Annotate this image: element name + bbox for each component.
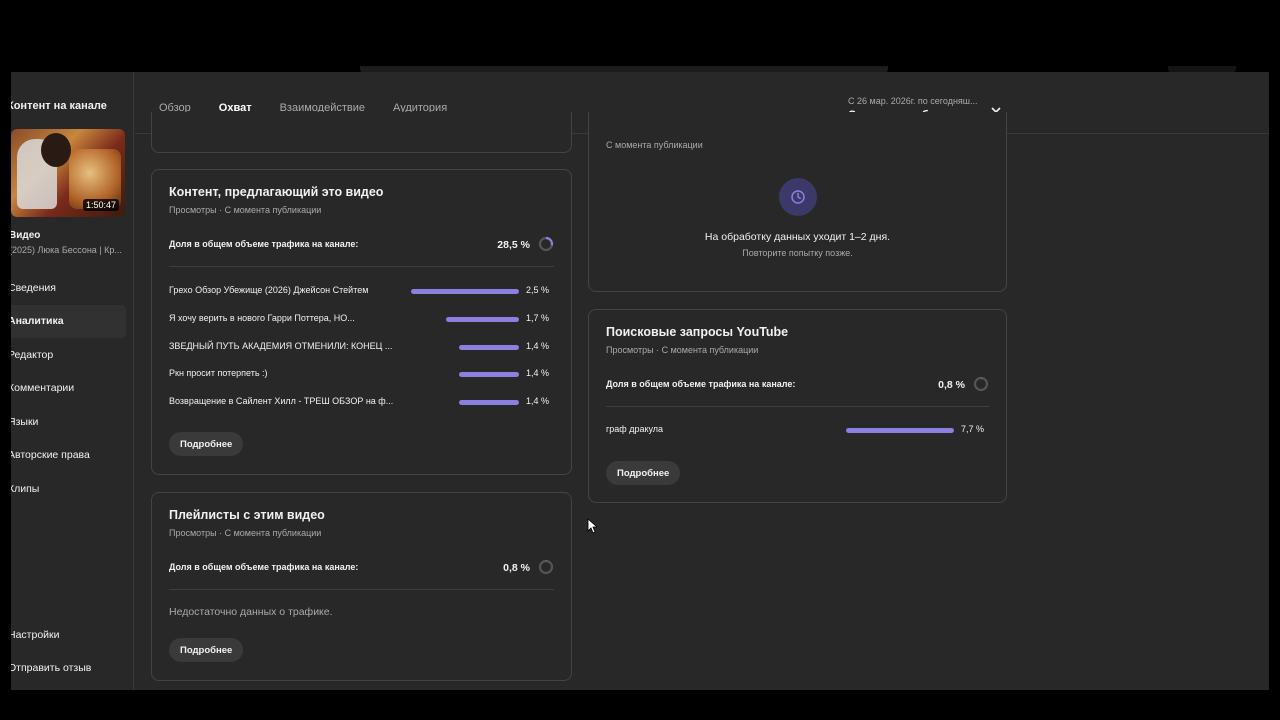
list-item-bar xyxy=(459,344,519,350)
clock-icon xyxy=(791,190,805,204)
sidebar-item-languages[interactable]: Языки xyxy=(11,415,39,428)
list-item-label: Возвращение в Сайлент Хилл - ТРЕШ ОБЗОР … xyxy=(169,396,394,407)
video-thumbnail[interactable]: 1:50:47 xyxy=(11,129,125,217)
sidebar-bottom-nav: Настройки Отправить отзыв xyxy=(11,618,126,685)
list-item-bar xyxy=(459,400,519,406)
tab-engagement[interactable]: Взаимодействие xyxy=(279,102,365,114)
sidebar-title: Контент на канале xyxy=(11,100,107,112)
list-item-value: 1,4 % xyxy=(525,368,549,379)
processing-card: С момента публикации На обработку данных… xyxy=(588,112,1007,292)
ring-fill xyxy=(538,236,554,252)
more-button[interactable]: Подробнее xyxy=(606,461,681,485)
playlists-card: Плейлисты с этим видео Просмотры · С мом… xyxy=(151,492,572,681)
list-item-bar xyxy=(411,289,519,294)
sidebar-item-settings[interactable]: Настройки xyxy=(11,628,60,641)
list-item[interactable]: Ркн просит потерпеть :) 1,4 % xyxy=(169,367,549,383)
list-item-bar xyxy=(459,372,519,378)
more-button[interactable]: Подробнее xyxy=(169,638,244,662)
clock-badge xyxy=(779,178,817,216)
traffic-share-row: Доля в общем объеме трафика на канале: 0… xyxy=(169,559,554,579)
search-bar-stub[interactable] xyxy=(360,66,888,76)
card-title: Поисковые запросы YouTube xyxy=(606,325,789,339)
sidebar-item-editor[interactable]: Редактор xyxy=(11,348,54,361)
sidebar-nav: Сведения Аналитика Редактор Комментарии … xyxy=(11,271,126,506)
divider xyxy=(169,589,554,590)
ring-fill xyxy=(973,376,989,392)
list-item-label: Ркн просит потерпеть :) xyxy=(169,368,268,379)
list-item-label: Я хочу верить в нового Гарри Поттера, НО… xyxy=(169,312,355,323)
list-item[interactable]: ЗВЕДНЫЙ ПУТЬ АКАДЕМИЯ ОТМЕНИЛИ: КОНЕЦ ..… xyxy=(169,340,549,356)
card-subtitle: С момента публикации xyxy=(606,140,703,150)
list-item[interactable]: Грехо Обзор Убежище (2026) Джейсон Стейт… xyxy=(169,284,549,300)
list-item-label: ЗВЕДНЫЙ ПУТЬ АКАДЕМИЯ ОТМЕНИЛИ: КОНЕЦ ..… xyxy=(169,340,393,351)
tab-audience[interactable]: Аудитория xyxy=(392,102,448,114)
list-item[interactable]: Возвращение в Сайлент Хилл - ТРЕШ ОБЗОР … xyxy=(169,395,549,411)
sidebar: Контент на канале 1:50:47 Видео (2025) Л… xyxy=(11,72,134,690)
traffic-share-row: Доля в общем объеме трафика на канале: 2… xyxy=(169,236,554,256)
tab-bar: Обзор Охват Взаимодействие Аудитория xyxy=(159,102,475,124)
traffic-share-value: 0,8 % xyxy=(503,562,530,574)
card-subtitle: Просмотры · С момента публикации xyxy=(169,205,322,215)
traffic-share-value: 0,8 % xyxy=(938,379,965,391)
ring-track xyxy=(973,376,989,392)
card-title: Плейлисты с этим видео xyxy=(169,508,325,522)
card-subtitle: Просмотры · С момента публикации xyxy=(606,345,759,355)
sidebar-item-feedback[interactable]: Отправить отзыв xyxy=(11,662,92,675)
sidebar-item-clips[interactable]: Клипы xyxy=(11,482,40,495)
video-duration: 1:50:47 xyxy=(82,199,119,211)
ring-track xyxy=(538,559,554,575)
video-label: Видео xyxy=(11,230,41,241)
list-item-label: Грехо Обзор Убежище (2026) Джейсон Стейт… xyxy=(169,285,369,295)
traffic-share-row: Доля в общем объеме трафика на канале: 0… xyxy=(606,376,989,396)
mouse-cursor-icon xyxy=(587,518,597,534)
list-item-label: граф дракула xyxy=(606,424,664,434)
progress-ring-icon xyxy=(538,559,554,575)
sidebar-item-details[interactable]: Сведения xyxy=(11,281,56,294)
traffic-share-value: 28,5 % xyxy=(497,239,530,251)
tab-overview[interactable]: Обзор xyxy=(159,102,191,114)
list-item-value: 1,7 % xyxy=(525,312,549,323)
ring-fill xyxy=(538,559,554,575)
progress-ring-icon xyxy=(973,376,989,392)
list-item-value: 2,5 % xyxy=(525,285,549,295)
list-item[interactable]: Я хочу верить в нового Гарри Поттера, НО… xyxy=(169,312,549,328)
traffic-share-label: Доля в общем объеме трафика на канале: xyxy=(169,562,359,572)
list-item-value: 1,4 % xyxy=(525,396,549,407)
list-item[interactable]: граф дракула 7,7 % xyxy=(606,423,984,439)
traffic-share-label: Доля в общем объеме трафика на канале: xyxy=(606,379,796,389)
divider xyxy=(606,406,989,407)
cropped-card-top-left xyxy=(151,112,572,153)
processing-message: На обработку данных уходит 1–2 дня. xyxy=(704,231,891,243)
more-button[interactable]: Подробнее xyxy=(169,432,244,456)
date-range-text: С 26 мар. 2026г. по сегодняш... xyxy=(848,96,978,106)
list-item-value: 1,4 % xyxy=(525,340,549,351)
sidebar-item-copyright[interactable]: Авторские права xyxy=(11,449,90,462)
sidebar-item-analytics[interactable]: Аналитика xyxy=(11,304,126,338)
list-item-bar xyxy=(846,428,954,433)
card-title: Контент, предлагающий это видео xyxy=(169,185,384,199)
processing-sub-message: Повторите попытку позже. xyxy=(742,248,853,258)
header-button-stub[interactable] xyxy=(1168,66,1236,74)
no-data-message: Недостаточно данных о трафике. xyxy=(169,606,333,618)
list-item-bar xyxy=(446,316,519,322)
studio-app: Контент на канале 1:50:47 Видео (2025) Л… xyxy=(11,72,1269,690)
video-subtitle: (2025) Люка Бессона | Кр... xyxy=(11,245,122,255)
traffic-share-label: Доля в общем объеме трафика на канале: xyxy=(169,239,359,249)
list-item-value: 7,7 % xyxy=(960,424,984,434)
divider xyxy=(169,266,554,267)
youtube-search-card: Поисковые запросы YouTube Просмотры · С … xyxy=(588,309,1007,503)
card-subtitle: Просмотры · С момента публикации xyxy=(169,528,322,538)
suggested-content-card: Контент, предлагающий это видео Просмотр… xyxy=(151,169,572,475)
sidebar-item-comments[interactable]: Комментарии xyxy=(11,382,75,395)
progress-ring-icon xyxy=(538,236,554,252)
